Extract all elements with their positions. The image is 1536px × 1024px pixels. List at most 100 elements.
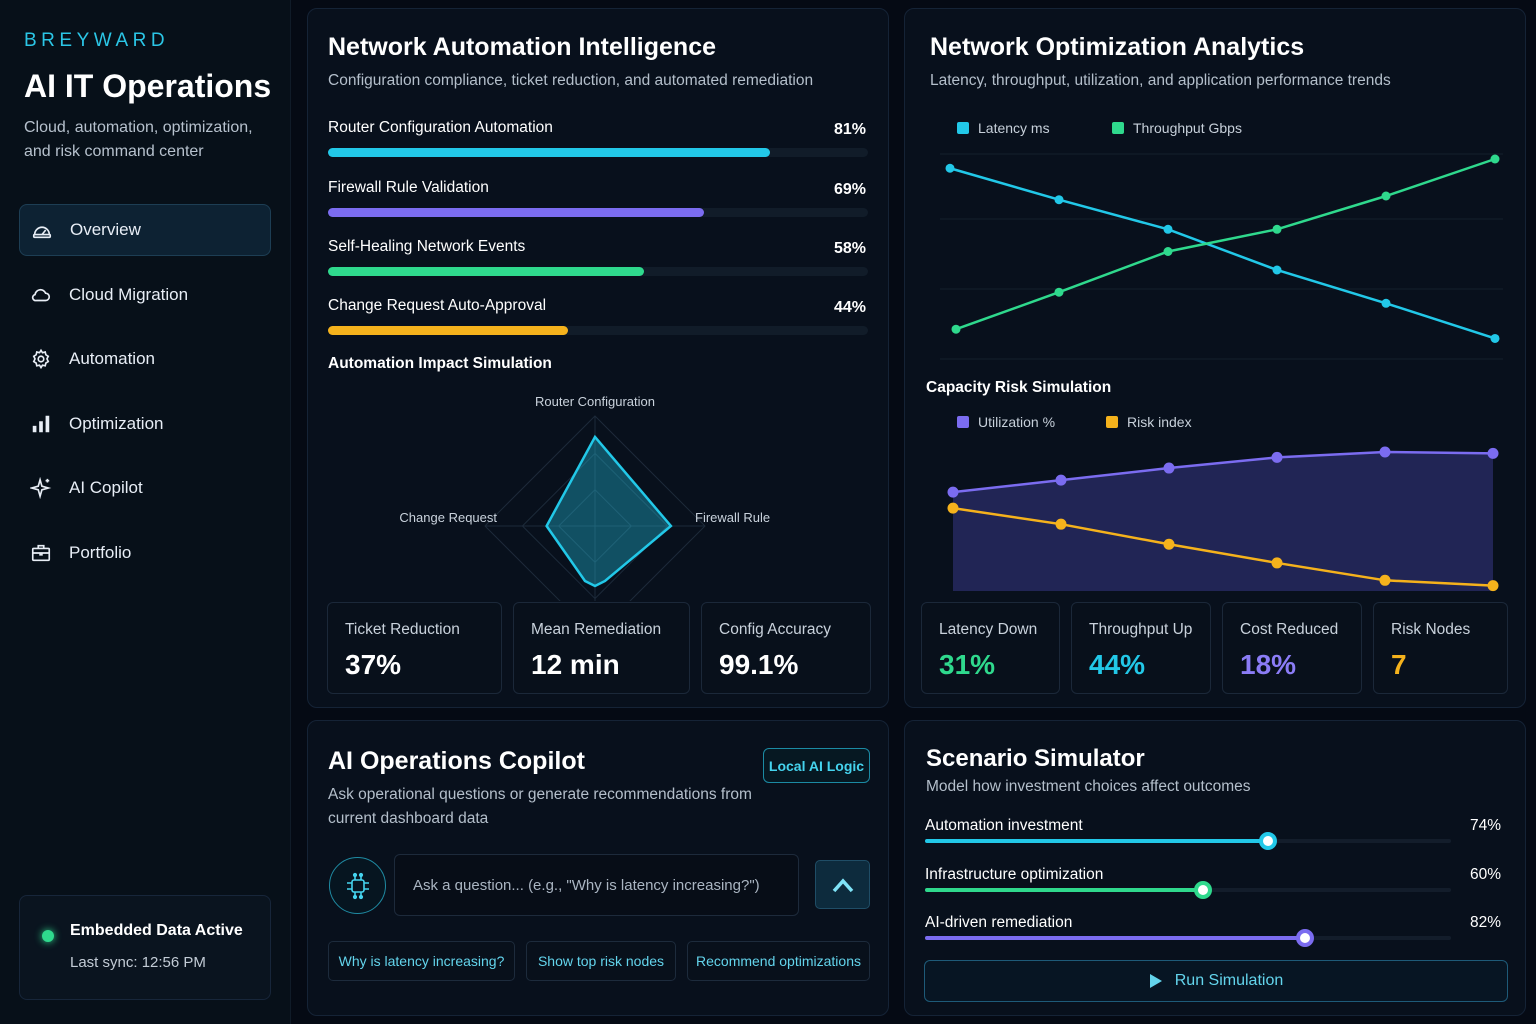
capacity-chart-title: Capacity Risk Simulation [926, 379, 1112, 396]
progress-fill [328, 148, 770, 157]
kpi-value: 37% [345, 649, 402, 680]
slider-value: 74% [1469, 817, 1501, 834]
progress-fill [328, 208, 705, 217]
sidebar-item-label: Automation [69, 349, 155, 368]
data-point [1381, 191, 1391, 201]
data-point [1271, 451, 1283, 463]
slider-track[interactable] [925, 832, 1451, 850]
send-button[interactable] [815, 860, 870, 909]
suggestion-chip[interactable]: Why is latency increasing? [328, 941, 515, 981]
radar-axis-label-right: Firewall Rule [695, 510, 770, 525]
suggestion-chip[interactable]: Recommend optimizations [687, 941, 870, 981]
sidebar-item-overview[interactable]: Overview [19, 204, 271, 256]
sidebar-item-label: Cloud Migration [69, 284, 189, 304]
slider-thumb[interactable] [1259, 832, 1278, 850]
cloud-icon [30, 284, 52, 306]
data-point [1272, 224, 1282, 234]
ask-question-input[interactable] [394, 854, 799, 916]
kpi-card: Throughput Up 44% [1071, 602, 1211, 694]
data-point [1381, 298, 1391, 308]
data-point [1490, 154, 1500, 164]
data-point [1163, 538, 1175, 550]
data-point [1163, 462, 1175, 474]
slider-fill [925, 888, 1204, 892]
sidebar-item-cloud-migration[interactable]: Cloud Migration [19, 269, 271, 321]
status-indicator-dot [42, 930, 54, 942]
metric-label: Firewall Rule Validation [328, 179, 489, 196]
kpi-value: 99.1% [719, 649, 799, 680]
data-point [1379, 446, 1391, 458]
progress-fill [328, 326, 568, 335]
data-point [1487, 447, 1499, 459]
ai-chip-icon [329, 857, 386, 914]
scenario-panel: Scenario Simulator Model how investment … [904, 720, 1526, 1016]
metric-value: 81% [833, 121, 866, 138]
data-point [1055, 518, 1067, 530]
sidebar-item-optimization[interactable]: Optimization [19, 398, 271, 450]
kpi-value: 44% [1089, 649, 1146, 680]
utilization-area [953, 452, 1493, 591]
kpi-card: Risk Nodes 7 [1373, 602, 1508, 694]
legend-utilization: Utilization % [957, 414, 1055, 430]
sidebar-item-automation[interactable]: Automation [19, 333, 271, 385]
legend-label: Throughput Gbps [1133, 120, 1242, 136]
panel-subtitle-line1: Ask operational questions or generate re… [328, 786, 752, 803]
progress-track [328, 208, 868, 217]
kpi-label: Cost Reduced [1240, 621, 1339, 638]
series-line [955, 157, 1496, 331]
data-point [1163, 247, 1173, 256]
metric-value: 69% [833, 181, 866, 198]
panel-title: Scenario Simulator [926, 745, 1145, 772]
series-line [952, 450, 1494, 494]
local-ai-logic-badge: Local AI Logic [763, 748, 870, 783]
slider-row: AI-driven remediation 82% [925, 914, 1501, 954]
run-simulation-label: Run Simulation [1174, 972, 1284, 989]
slider-track[interactable] [925, 881, 1451, 899]
metric-row: Firewall Rule Validation 69% [328, 179, 868, 219]
radar-data-shape [545, 434, 673, 588]
sidebar-item-label: AI Copilot [69, 478, 143, 497]
sidebar-nav: Overview Cloud Migration Automation Opti… [19, 204, 271, 591]
progress-track [328, 148, 868, 157]
slider-fill [925, 839, 1269, 843]
data-point [1272, 265, 1282, 275]
panel-title: Network Automation Intelligence [328, 33, 717, 61]
kpi-label: Ticket Reduction [345, 621, 460, 638]
metric-row: Change Request Auto-Approval 44% [328, 297, 868, 337]
slider-label: Infrastructure optimization [925, 866, 1104, 883]
slider-track[interactable] [925, 929, 1451, 947]
slider-label: AI-driven remediation [925, 914, 1073, 931]
slider-row: Infrastructure optimization 60% [925, 866, 1501, 906]
legend-throughput: Throughput Gbps [1112, 120, 1242, 136]
metric-value: 58% [833, 240, 866, 257]
kpi-value: 12 min [531, 649, 620, 680]
brand-logo: BREYWARD [24, 30, 170, 51]
slider-thumb[interactable] [1296, 929, 1315, 947]
panel-title: AI Operations Copilot [328, 747, 585, 775]
radar-title: Automation Impact Simulation [328, 355, 552, 372]
data-point [1054, 195, 1064, 205]
slider-thumb[interactable] [1194, 881, 1213, 899]
data-point [947, 486, 959, 498]
panel-title: Network Optimization Analytics [930, 33, 1305, 61]
slider-value: 60% [1469, 866, 1501, 883]
slider-row: Automation investment 74% [925, 817, 1501, 857]
suggestion-chip[interactable]: Show top risk nodes [526, 941, 676, 981]
briefcase-icon [30, 542, 52, 564]
series-line [949, 167, 1496, 340]
run-simulation-button[interactable]: Run Simulation [924, 960, 1508, 1002]
sidebar-item-ai-copilot[interactable]: AI Copilot [19, 462, 271, 514]
metric-row: Self-Healing Network Events 58% [328, 238, 868, 278]
slider-value: 82% [1469, 914, 1501, 931]
sparkle-icon [30, 477, 52, 499]
app-title: AI IT Operations [24, 68, 272, 104]
data-point [1054, 287, 1064, 297]
data-point [1055, 474, 1067, 486]
bar-chart-icon [30, 413, 52, 435]
kpi-value: 7 [1391, 649, 1407, 680]
legend-label: Risk index [1127, 414, 1192, 430]
automation-panel: Network Automation Intelligence Configur… [307, 8, 889, 708]
legend-label: Utilization % [978, 414, 1056, 430]
sidebar-item-portfolio[interactable]: Portfolio [19, 527, 271, 579]
kpi-card: Mean Remediation 12 min [513, 602, 690, 694]
